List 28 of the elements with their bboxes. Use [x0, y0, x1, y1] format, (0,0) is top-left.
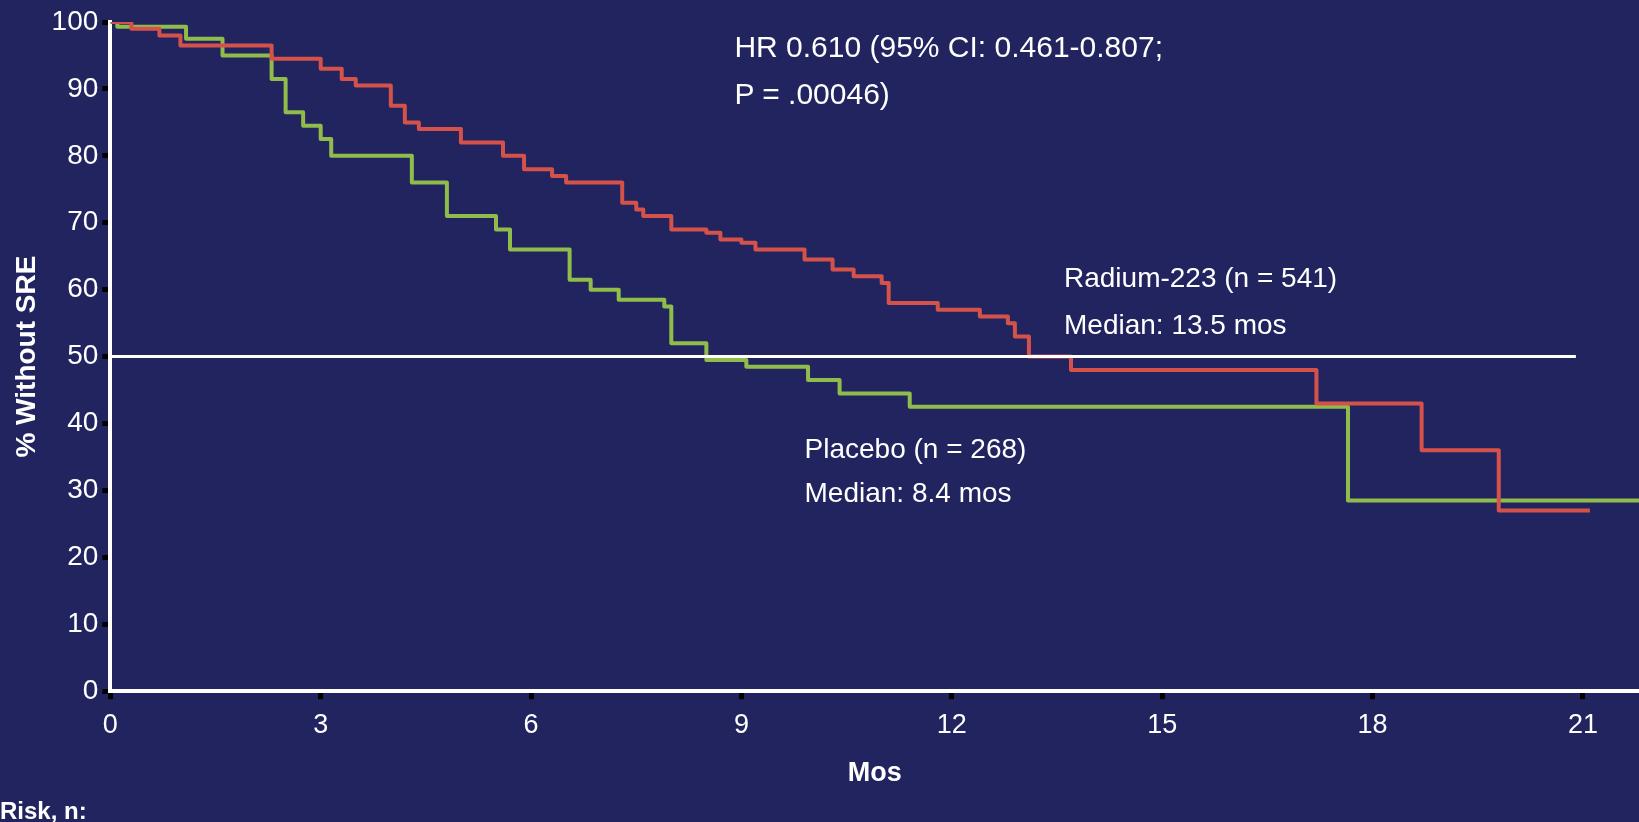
- x-tick-label: 21: [1567, 708, 1598, 739]
- series-label: Radium-223 (n = 541): [1063, 262, 1338, 294]
- y-axis-title: % Without SRE: [9, 255, 41, 458]
- y-tick-label: 10: [67, 607, 99, 638]
- x-tick-label: 12: [936, 708, 967, 739]
- x-tick-label: 0: [102, 708, 118, 739]
- x-tick-label: 3: [313, 708, 329, 739]
- y-tick-label: 100: [51, 4, 99, 36]
- x-tick-label: 15: [1147, 708, 1178, 739]
- y-tick-label: 70: [67, 205, 99, 237]
- annotation: HR 0.610 (95% CI: 0.461-0.807;: [734, 30, 1164, 64]
- y-tick-label: 60: [67, 272, 99, 304]
- x-tick-label: 6: [523, 708, 539, 739]
- y-tick-label: 0: [82, 673, 99, 705]
- y-tick-label: 90: [67, 71, 99, 103]
- annotation: Median: 13.5 mos: [1063, 309, 1287, 341]
- annotation: P = .00046): [734, 76, 890, 110]
- y-tick-label: 40: [67, 406, 99, 438]
- x-tick-label: 9: [733, 708, 749, 739]
- y-tick-label: 80: [67, 138, 99, 170]
- y-tick-label: 30: [67, 473, 99, 505]
- text: Risk, n:: [0, 796, 87, 822]
- x-axis-title: Mos: [847, 757, 902, 788]
- y-tick-label: 20: [67, 540, 99, 572]
- x-tick-label: 18: [1357, 708, 1388, 739]
- annotation: Median: 8.4 mos: [804, 476, 1012, 508]
- series-label: Placebo (n = 268): [804, 433, 1027, 465]
- y-tick-label: 50: [67, 339, 99, 371]
